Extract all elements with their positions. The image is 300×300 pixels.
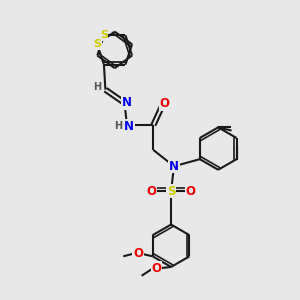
Text: S: S: [167, 185, 175, 198]
Text: S: S: [93, 39, 101, 49]
Text: O: O: [186, 185, 196, 198]
Text: O: O: [133, 247, 143, 260]
Text: H: H: [115, 122, 123, 131]
Text: N: N: [169, 160, 179, 173]
Text: S: S: [100, 30, 108, 40]
Text: O: O: [160, 97, 170, 110]
Text: H: H: [93, 82, 101, 92]
Text: N: N: [124, 120, 134, 133]
Text: O: O: [151, 262, 161, 275]
Text: N: N: [122, 96, 132, 110]
Text: O: O: [146, 185, 156, 198]
